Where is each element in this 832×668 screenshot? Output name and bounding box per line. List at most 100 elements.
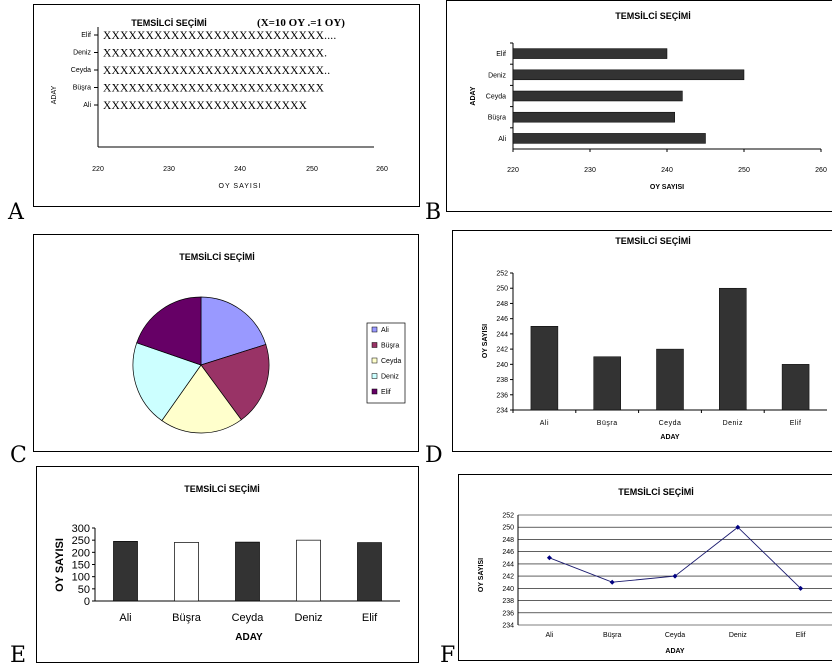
category-label: Büşra	[73, 85, 91, 92]
legend-swatch	[371, 373, 378, 379]
category-label: Büşra	[603, 632, 621, 639]
legend-label: Ceyda	[381, 358, 401, 365]
x-tick-label: 260	[815, 167, 827, 174]
y-axis-label: ADAY	[51, 85, 58, 104]
series-line	[549, 526, 801, 589]
category-label: Deniz	[723, 420, 743, 427]
x-tick-label: 250	[738, 167, 750, 174]
pictograph-row: XXXXXXXXXXXXXXXXXXXXXXXXXX....	[103, 30, 336, 42]
chart-title: TEMSİLCİ SEÇİMİ	[615, 11, 691, 21]
chart-panel-a: TEMSİLCİ SEÇİMİ (X=10 OY .=1 OY) Elif XXXXX…	[33, 4, 420, 207]
category-label: Ceyda	[71, 67, 91, 74]
legend-label: Deniz	[381, 374, 399, 381]
panel-label-f: F	[440, 643, 456, 668]
category-label: Ceyda	[665, 632, 685, 639]
y-tick-label: 244	[496, 331, 508, 338]
y-tick-label: 238	[502, 598, 514, 605]
legend-label: Ali	[381, 327, 389, 334]
category-label: Deniz	[488, 72, 506, 79]
chart-panel-d: TEMSİLCİ SEÇİMİ 234 236 238 240 242 244 246 248 2…	[452, 230, 832, 452]
y-tick-label: 252	[496, 271, 508, 278]
y-tick-label: 238	[496, 377, 508, 384]
category-label: Ali	[119, 612, 131, 624]
y-tick-label: 244	[502, 561, 514, 568]
y-tick-label: 250	[502, 525, 514, 532]
legend-label: Elif	[381, 389, 391, 396]
category-label: Deniz	[729, 632, 747, 639]
line-chart: TEMSİLCİ SEÇİMİ 234 236 238 240 242 244 246 248 2…	[478, 487, 832, 655]
category-label: Elif	[796, 632, 806, 639]
data-point	[609, 579, 615, 585]
category-label: Ali	[546, 632, 554, 639]
y-tick-label: 50	[78, 584, 90, 596]
x-axis-label: ADAY	[665, 648, 685, 655]
x-tick-label: 220	[92, 166, 104, 173]
chart-panel-e: TEMSİLCİ SEÇİMİ 0 50 100 150 200 250 300 Ali Büşr…	[36, 466, 419, 663]
y-tick-label: 234	[502, 623, 514, 630]
horizontal-bar-chart: TEMSİLCİ SEÇİMİ Elif Deniz Ceyda Büşra Ali 220…	[470, 11, 827, 191]
panel-label-a: A	[8, 200, 24, 225]
chart-panel-c: TEMSİLCİ SEÇİMİ Ali Büşra Ceyda Deniz Elif	[33, 234, 419, 452]
data-point	[735, 524, 741, 530]
data-point	[798, 585, 804, 591]
chart-panel-b: TEMSİLCİ SEÇİMİ Elif Deniz Ceyda Büşra Ali 220…	[446, 0, 832, 212]
y-tick-label: 246	[502, 549, 514, 556]
legend-swatch	[371, 342, 378, 348]
bar	[512, 48, 668, 59]
chart-title: TEMSİLCİ SEÇİMİ	[184, 484, 260, 494]
bar	[512, 90, 683, 102]
bar	[512, 69, 745, 81]
bar	[719, 287, 747, 411]
pictograph-chart: TEMSİLCİ SEÇİMİ (X=10 OY .=1 OY) Elif XXXXX…	[51, 17, 388, 190]
category-label: Ali	[498, 136, 506, 143]
category-label: Elif	[362, 612, 378, 624]
bar	[593, 356, 621, 411]
y-tick-label: 300	[72, 523, 90, 535]
chart-title: TEMSİLCİ SEÇİMİ	[179, 252, 255, 262]
y-tick-label: 0	[84, 596, 90, 608]
x-tick-label: 240	[661, 167, 673, 174]
category-label: Elif	[790, 420, 802, 427]
bar	[512, 133, 706, 144]
panel-label-c: C	[10, 443, 27, 468]
category-label: Ceyda	[486, 94, 506, 101]
bar	[656, 348, 684, 411]
x-tick-label: 230	[163, 166, 175, 173]
bar	[512, 111, 675, 123]
category-label: Ceyda	[232, 612, 265, 624]
bar	[357, 542, 382, 602]
category-label: Elif	[496, 51, 506, 58]
bar	[113, 541, 138, 602]
data-point	[672, 573, 678, 579]
y-axis-label: OY SAYISI	[54, 538, 66, 592]
y-tick-label: 234	[496, 408, 508, 415]
pie-slice	[200, 344, 270, 421]
legend-swatch	[371, 388, 378, 395]
legend-label: Büşra	[381, 343, 399, 350]
y-tick-label: 236	[502, 610, 514, 617]
pictograph-row: XXXXXXXXXXXXXXXXXXXXXXXXXX.	[103, 48, 327, 60]
pie-slice	[136, 296, 202, 366]
bar	[174, 542, 199, 602]
bar	[296, 539, 321, 602]
category-label: Büşra	[597, 420, 618, 427]
chart-title: TEMSİLCİ SEÇİMİ	[618, 487, 694, 497]
y-tick-label: 236	[496, 392, 508, 399]
y-tick-label: 240	[502, 586, 514, 593]
category-label: Ali	[540, 420, 549, 427]
y-tick-label: 246	[496, 316, 508, 323]
y-tick-label: 248	[496, 301, 508, 308]
panel-label-d: D	[425, 443, 443, 468]
pie-slice	[161, 364, 242, 434]
y-tick-label: 250	[72, 535, 90, 547]
chart-subtitle: (X=10 OY .=1 OY)	[257, 17, 345, 29]
x-axis-label: OY SAYISI	[219, 183, 262, 190]
data-point	[546, 555, 552, 561]
category-label: Ceyda	[659, 420, 682, 427]
y-tick-label: 242	[502, 574, 514, 581]
x-axis-label: OY SAYISI	[650, 184, 684, 191]
y-tick-label: 150	[72, 560, 90, 572]
y-tick-label: 100	[72, 572, 90, 584]
y-axis-label: ADAY	[470, 86, 477, 106]
y-tick-label: 252	[502, 513, 514, 520]
